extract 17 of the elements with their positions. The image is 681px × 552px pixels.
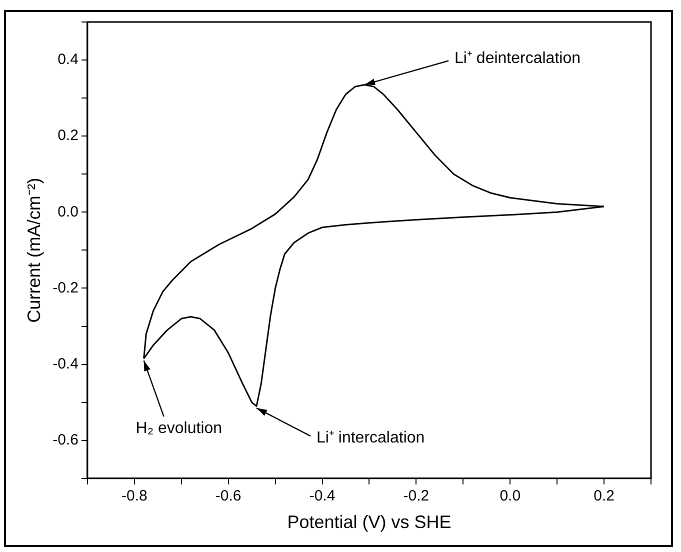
x-tick-label: -0.6 [215,488,242,505]
annotation: H₂ evolution [136,420,222,437]
y-tick-label: 0.4 [58,51,78,68]
x-tick-label: 0.2 [594,488,614,505]
x-tick-label: -0.4 [309,488,336,505]
x-tick-label: 0.0 [500,488,521,505]
x-tick-label: -0.2 [403,488,430,505]
x-axis-title: Potential (V) vs SHE [287,512,452,532]
annotation: Li⁺ intercalation [316,429,425,446]
annotation: Li⁺ deintercalation [454,50,580,68]
y-tick-label: -0.2 [52,279,78,296]
y-tick-label: -0.6 [52,432,78,449]
y-tick-label: -0.4 [52,355,78,372]
y-axis-title: Current (mA/cm⁻²) [24,178,44,323]
y-tick-label: 0.0 [58,203,78,220]
y-tick-label: 0.2 [58,127,78,144]
x-tick-label: -0.8 [121,488,148,505]
